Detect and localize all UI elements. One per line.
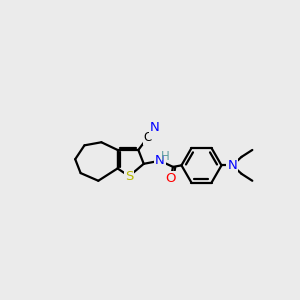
Text: N: N bbox=[150, 121, 159, 134]
Text: O: O bbox=[165, 172, 176, 185]
Text: H: H bbox=[161, 150, 170, 164]
Text: S: S bbox=[125, 169, 133, 183]
Text: N: N bbox=[227, 159, 237, 172]
Text: N: N bbox=[155, 154, 165, 167]
Text: C: C bbox=[143, 131, 152, 144]
